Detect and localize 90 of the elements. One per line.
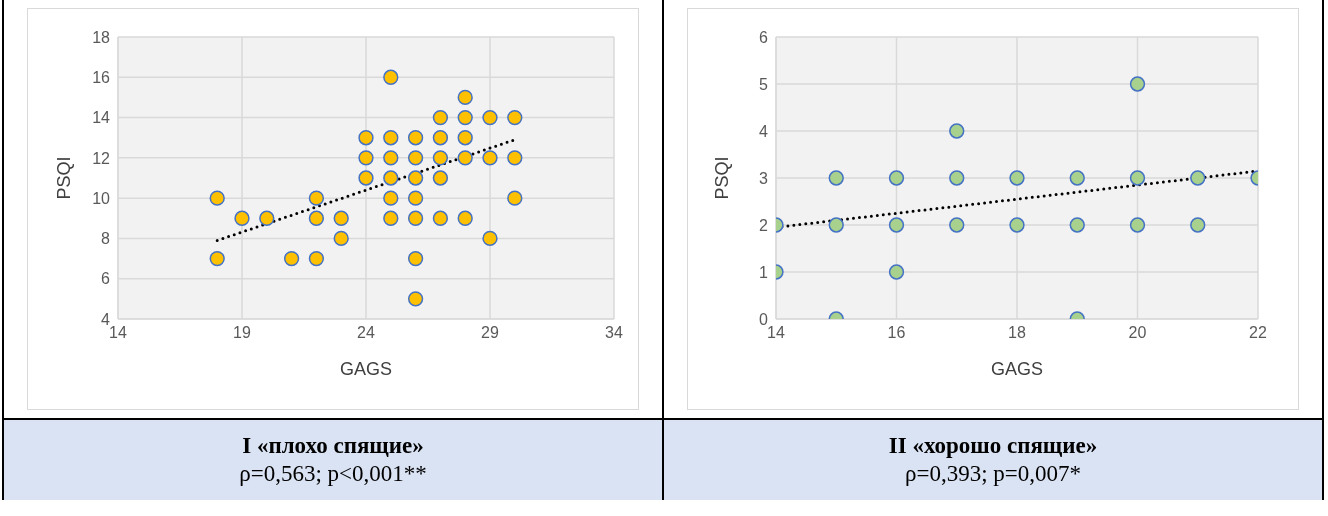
point — [432, 109, 449, 126]
x-tick-label: 29 — [481, 324, 499, 342]
point — [407, 170, 424, 186]
point — [407, 210, 424, 226]
point — [358, 150, 374, 166]
x-tick-label: 34 — [605, 324, 623, 342]
point — [482, 109, 498, 126]
point — [888, 264, 905, 280]
point — [457, 130, 473, 146]
text: II «хорошо спящие» — [888, 432, 1098, 460]
point — [457, 109, 473, 126]
point — [457, 150, 473, 166]
point — [482, 150, 498, 166]
x-tick-label: 19 — [233, 324, 251, 342]
point — [1190, 217, 1206, 233]
point — [259, 210, 275, 226]
point — [949, 170, 965, 186]
y-tick-label: 5 — [759, 75, 769, 93]
x-tick-label: 16 — [887, 324, 906, 342]
point — [407, 190, 424, 206]
y-tick-label: 6 — [759, 28, 769, 46]
point — [383, 130, 399, 146]
point — [482, 230, 498, 247]
text: ρ=0,393; p=0,007* — [904, 460, 1082, 488]
point — [358, 130, 374, 146]
y-tick-label: 8 — [101, 230, 111, 248]
y-tick-label: 0 — [759, 310, 769, 328]
point — [1129, 170, 1146, 186]
point — [234, 210, 250, 226]
point — [1129, 217, 1146, 233]
point — [308, 210, 325, 226]
x-tick-label: 18 — [1008, 324, 1026, 342]
point — [383, 210, 399, 226]
y-tick-label: 2 — [759, 216, 769, 234]
x-axis-title: GAGS — [339, 359, 393, 379]
point — [1069, 170, 1085, 186]
point — [432, 130, 449, 146]
y-tick-label: 14 — [92, 109, 111, 127]
point — [432, 150, 449, 166]
point — [308, 250, 325, 267]
y-tick-label: 3 — [759, 169, 769, 187]
point — [828, 217, 844, 233]
y-tick-label: 10 — [92, 189, 111, 207]
y-tick-label: 18 — [92, 28, 111, 46]
point — [407, 150, 424, 166]
point — [457, 210, 473, 226]
point — [507, 150, 523, 166]
point — [383, 170, 399, 186]
point — [1069, 217, 1085, 233]
point — [507, 190, 523, 206]
point — [308, 190, 325, 206]
point — [949, 217, 965, 233]
point — [333, 210, 349, 226]
point — [457, 89, 473, 106]
point — [383, 190, 399, 206]
x-tick-label: 22 — [1249, 324, 1267, 342]
point — [1129, 76, 1146, 92]
point — [432, 210, 449, 226]
y-tick-label: 6 — [101, 270, 111, 288]
x-axis-title: GAGS — [990, 359, 1044, 379]
point — [1009, 170, 1025, 186]
text: I «плохо спящие» — [242, 432, 424, 460]
point — [1009, 217, 1025, 233]
point — [209, 250, 225, 267]
point — [383, 69, 399, 85]
point — [283, 250, 300, 267]
y-axis-title: PSQI — [712, 156, 733, 200]
y-tick-label: 4 — [759, 122, 769, 140]
point — [358, 170, 374, 186]
y-tick-label: 12 — [92, 149, 111, 167]
y-tick-label: 4 — [101, 310, 111, 328]
point — [407, 250, 424, 267]
y-axis-title: PSQI — [54, 156, 75, 200]
point — [432, 170, 449, 186]
point — [828, 170, 844, 186]
text: ρ=0,563; p<0,001** — [239, 460, 427, 488]
x-tick-label: 24 — [357, 324, 375, 342]
x-tick-label: 20 — [1128, 324, 1147, 342]
point — [333, 230, 349, 247]
point — [383, 150, 399, 166]
point — [1190, 170, 1206, 186]
point — [507, 109, 523, 126]
y-tick-label: 1 — [759, 263, 769, 281]
point — [407, 291, 424, 307]
point — [888, 170, 905, 186]
point — [949, 123, 965, 139]
y-tick-label: 16 — [92, 68, 111, 86]
point — [888, 217, 905, 233]
point — [407, 130, 424, 146]
point — [209, 190, 225, 206]
